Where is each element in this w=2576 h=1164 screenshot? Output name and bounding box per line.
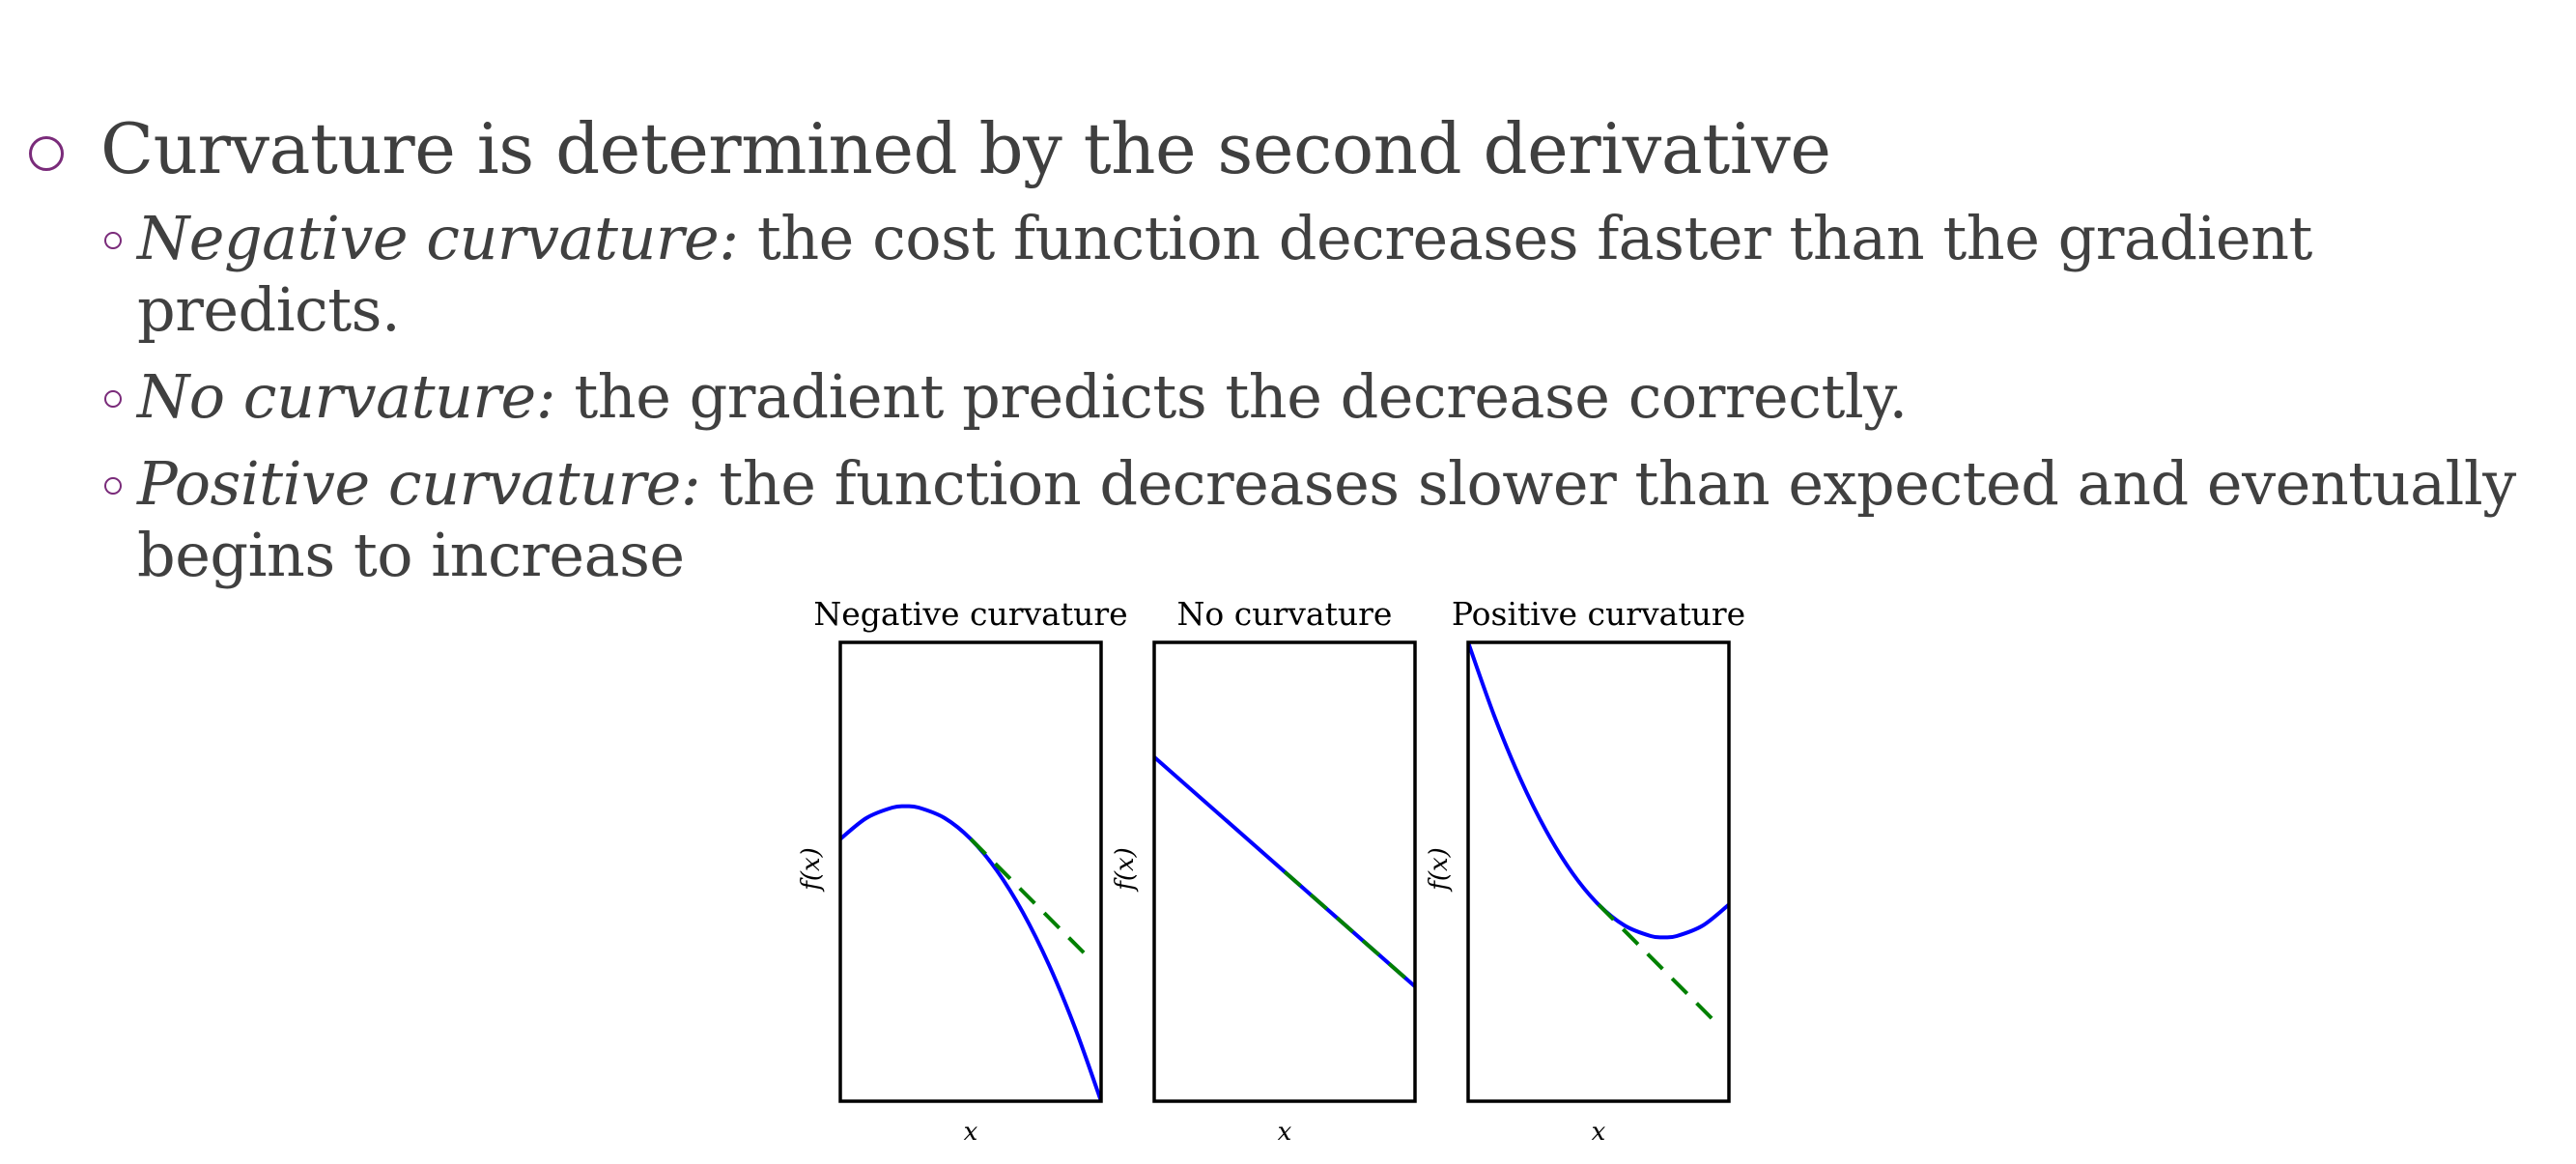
- sub-bullet-emphasis: Positive curvature:: [137, 448, 701, 519]
- small-circle-bullet-icon: [104, 477, 122, 495]
- sub-bullet-body: Positive curvature: the function decreas…: [137, 448, 2538, 591]
- plot-area: [1468, 642, 1729, 1024]
- sub-bullet-emphasis: Negative curvature:: [137, 203, 739, 273]
- tangent-line: [1283, 869, 1415, 988]
- y-axis-label: f(x): [797, 847, 826, 893]
- x-axis-label: x: [1278, 1118, 1292, 1147]
- sub-bullet-body: No curvature: the gradient predicts the …: [137, 361, 2538, 433]
- plot-area: [1154, 755, 1415, 988]
- sub-bullet-none: No curvature: the gradient predicts the …: [104, 361, 2538, 433]
- chart-title: Negative curvature: [813, 595, 1127, 633]
- chart-title: No curvature: [1177, 595, 1393, 633]
- plot-area: [840, 804, 1101, 1101]
- sub-bullet-text: the cost function decreases faster than …: [137, 203, 2312, 345]
- function-curve: [840, 804, 1101, 1101]
- sub-bullet-positive: Positive curvature: the function decreas…: [104, 448, 2538, 591]
- small-circle-bullet-icon: [104, 232, 122, 249]
- curvature-charts-svg: Negative curvature x f(x) No curvature x f(x)…: [797, 595, 1745, 1147]
- chart-panel-1: Negative curvature x f(x): [797, 595, 1128, 1147]
- sub-bullet-list: Negative curvature: the cost function de…: [104, 203, 2538, 607]
- circle-bullet-icon: [29, 136, 64, 171]
- small-circle-bullet-icon: [104, 390, 122, 408]
- chart-panel-3: Positive curvature x f(x): [1425, 595, 1745, 1147]
- plot-frame: [1152, 640, 1417, 1103]
- y-axis-label: f(x): [1111, 847, 1140, 893]
- tangent-line: [969, 838, 1090, 959]
- x-axis-label: x: [964, 1118, 978, 1147]
- x-axis-label: x: [1592, 1118, 1606, 1147]
- sub-bullet-body: Negative curvature: the cost function de…: [137, 203, 2538, 346]
- main-bullet: Curvature is determined by the second de…: [29, 108, 2540, 189]
- main-bullet-text: Curvature is determined by the second de…: [100, 108, 1831, 189]
- sub-bullet-emphasis: No curvature:: [137, 361, 556, 432]
- sub-bullet-negative: Negative curvature: the cost function de…: [104, 203, 2538, 346]
- y-axis-label: f(x): [1425, 847, 1454, 893]
- chart-title: Positive curvature: [1452, 595, 1745, 633]
- curvature-figure: Negative curvature x f(x) No curvature x f(x)…: [792, 589, 1758, 1159]
- sub-bullet-text: the gradient predicts the decrease corre…: [555, 361, 1908, 432]
- tangent-line: [1597, 903, 1717, 1024]
- plot-frame: [1466, 640, 1731, 1103]
- plot-frame: [838, 640, 1103, 1103]
- function-curve: [1468, 642, 1729, 940]
- sub-bullet-text: the function decreases slower than expec…: [137, 448, 2516, 590]
- chart-panel-2: No curvature x f(x): [1111, 595, 1417, 1147]
